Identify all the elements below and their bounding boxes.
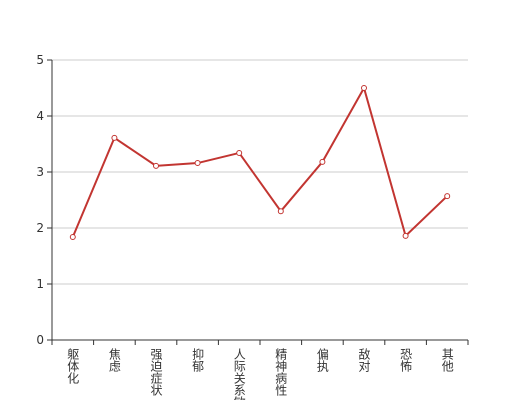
- y-tick-label: 5: [36, 53, 44, 67]
- y-tick-label: 4: [36, 109, 44, 123]
- x-tick-label: 恐怖: [399, 348, 413, 372]
- x-tick-label: 抑郁: [191, 347, 205, 373]
- y-tick-label: 1: [36, 277, 44, 291]
- line: [71, 85, 448, 238]
- y-tick-label: 3: [36, 165, 44, 179]
- y-tick-label: 0: [36, 333, 44, 347]
- x-tick-label: 躯体化: [66, 347, 80, 385]
- point: [319, 158, 326, 165]
- x-tick-label: 人际关系敏感: [232, 348, 246, 400]
- x-tick-label: 其他: [440, 348, 454, 372]
- x-tick-label: 敌对: [357, 347, 371, 372]
- point: [153, 162, 159, 169]
- point: [402, 232, 409, 239]
- x-tick-label: 强迫症状: [149, 348, 163, 396]
- x-tick-label: 焦虑: [107, 348, 121, 372]
- point: [361, 85, 367, 91]
- point: [111, 134, 118, 141]
- point: [277, 208, 284, 215]
- x-tick-label: 偏执: [315, 347, 329, 373]
- x-tick-label: 精神病性: [274, 348, 288, 397]
- point: [69, 233, 76, 240]
- y-tick-label: 2: [36, 221, 44, 235]
- point: [236, 149, 243, 156]
- point: [194, 160, 201, 167]
- point: [444, 193, 451, 200]
